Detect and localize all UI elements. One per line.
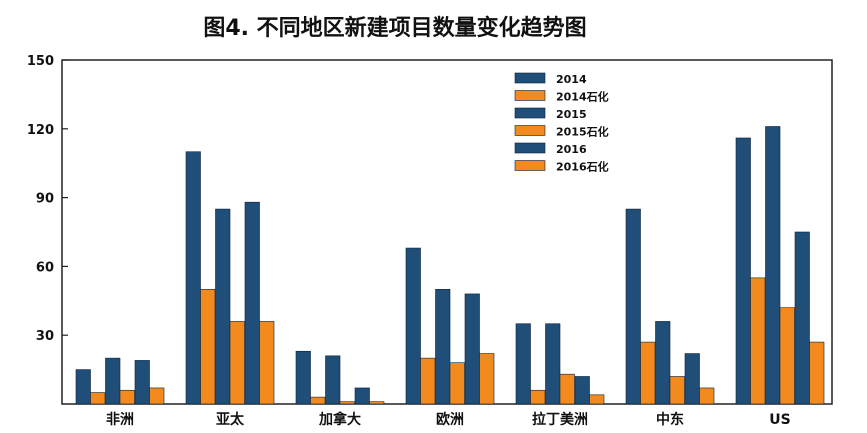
legend-swatch bbox=[514, 142, 546, 154]
bar-2014-拉丁美洲 bbox=[515, 323, 531, 405]
y-tick-label: 60 bbox=[36, 260, 54, 275]
legend-swatch bbox=[514, 125, 546, 136]
chart-title: 图4. 不同地区新建项目数量变化趋势图 bbox=[203, 16, 587, 41]
bar-2016-US bbox=[794, 231, 810, 405]
bar-2015石化-欧洲 bbox=[449, 362, 465, 405]
legend-label: 2014 bbox=[556, 73, 587, 86]
bar-2015-加拿大 bbox=[325, 355, 341, 405]
legend-swatch bbox=[514, 72, 546, 84]
x-category-label: 亚太 bbox=[216, 411, 245, 428]
bar-2016石化-非洲 bbox=[149, 387, 165, 405]
bar-2014-中东 bbox=[625, 208, 641, 405]
bar-2015-亚太 bbox=[215, 208, 231, 405]
legend-label: 2014石化 bbox=[556, 90, 609, 104]
bar-2014石化-欧洲 bbox=[420, 357, 436, 405]
bar-2015石化-加拿大 bbox=[339, 401, 355, 405]
legend-label: 2015石化 bbox=[556, 125, 609, 139]
legend-swatch bbox=[514, 160, 546, 171]
bars bbox=[75, 126, 825, 405]
y-axis: 30 60 90 120 150 bbox=[27, 54, 68, 344]
bar-2014-欧洲 bbox=[405, 247, 421, 405]
bar-2015石化-拉丁美洲 bbox=[559, 373, 575, 405]
bar-2016-拉丁美洲 bbox=[574, 376, 590, 405]
bar-2014石化-US bbox=[750, 277, 766, 405]
y-tick-label: 30 bbox=[36, 329, 54, 344]
bar-2016-加拿大 bbox=[354, 387, 370, 405]
bar-2014石化-加拿大 bbox=[310, 396, 326, 405]
legend-label: 2015 bbox=[556, 108, 587, 121]
legend-label: 2016石化 bbox=[556, 160, 609, 174]
bar-2014-亚太 bbox=[185, 151, 201, 405]
x-category-label: 欧洲 bbox=[436, 411, 464, 428]
bar-2014-US bbox=[735, 137, 751, 405]
legend-swatch bbox=[514, 107, 546, 119]
x-axis: 非洲 亚太 加拿大 欧洲 拉丁美洲 中东 US bbox=[106, 411, 791, 428]
bar-2014石化-中东 bbox=[640, 341, 656, 405]
legend: 2014 2014石化 2015 2015石化 2016 2016石化 bbox=[514, 72, 609, 174]
y-tick-label: 120 bbox=[27, 123, 54, 138]
bar-2016-欧洲 bbox=[464, 293, 480, 405]
bar-2016-非洲 bbox=[134, 360, 150, 405]
bar-2014石化-拉丁美洲 bbox=[530, 389, 546, 405]
x-category-label: 非洲 bbox=[106, 411, 134, 428]
bar-2014石化-亚太 bbox=[200, 289, 216, 405]
bar-2016石化-欧洲 bbox=[479, 353, 495, 405]
x-category-label: US bbox=[769, 412, 790, 428]
bar-2014-非洲 bbox=[75, 369, 91, 405]
bar-2016-中东 bbox=[684, 353, 700, 405]
bar-2016石化-拉丁美洲 bbox=[589, 394, 605, 405]
bar-2015石化-亚太 bbox=[229, 321, 245, 405]
bar-2014石化-非洲 bbox=[90, 392, 106, 405]
bar-2016石化-US bbox=[809, 341, 825, 405]
x-category-label: 拉丁美洲 bbox=[532, 411, 588, 428]
x-category-label: 中东 bbox=[656, 411, 684, 428]
y-tick-label: 150 bbox=[27, 54, 54, 69]
bar-2016石化-加拿大 bbox=[369, 401, 385, 405]
legend-label: 2016 bbox=[556, 143, 587, 156]
bar-2015-US bbox=[765, 126, 781, 405]
bar-2015石化-中东 bbox=[669, 376, 685, 405]
bar-2015石化-US bbox=[779, 307, 795, 405]
bar-2015-拉丁美洲 bbox=[545, 323, 561, 405]
bar-2016-亚太 bbox=[244, 201, 260, 405]
bar-2015-欧洲 bbox=[435, 289, 451, 405]
legend-swatch bbox=[514, 90, 546, 101]
bar-2016石化-中东 bbox=[699, 387, 715, 405]
bar-2015-中东 bbox=[655, 321, 671, 405]
y-tick-label: 90 bbox=[36, 192, 54, 207]
bar-2015-非洲 bbox=[105, 357, 121, 405]
bar-2016石化-亚太 bbox=[259, 321, 275, 405]
bar-2014-加拿大 bbox=[295, 350, 311, 405]
bar-2015石化-非洲 bbox=[119, 389, 135, 405]
x-category-label: 加拿大 bbox=[318, 411, 361, 428]
